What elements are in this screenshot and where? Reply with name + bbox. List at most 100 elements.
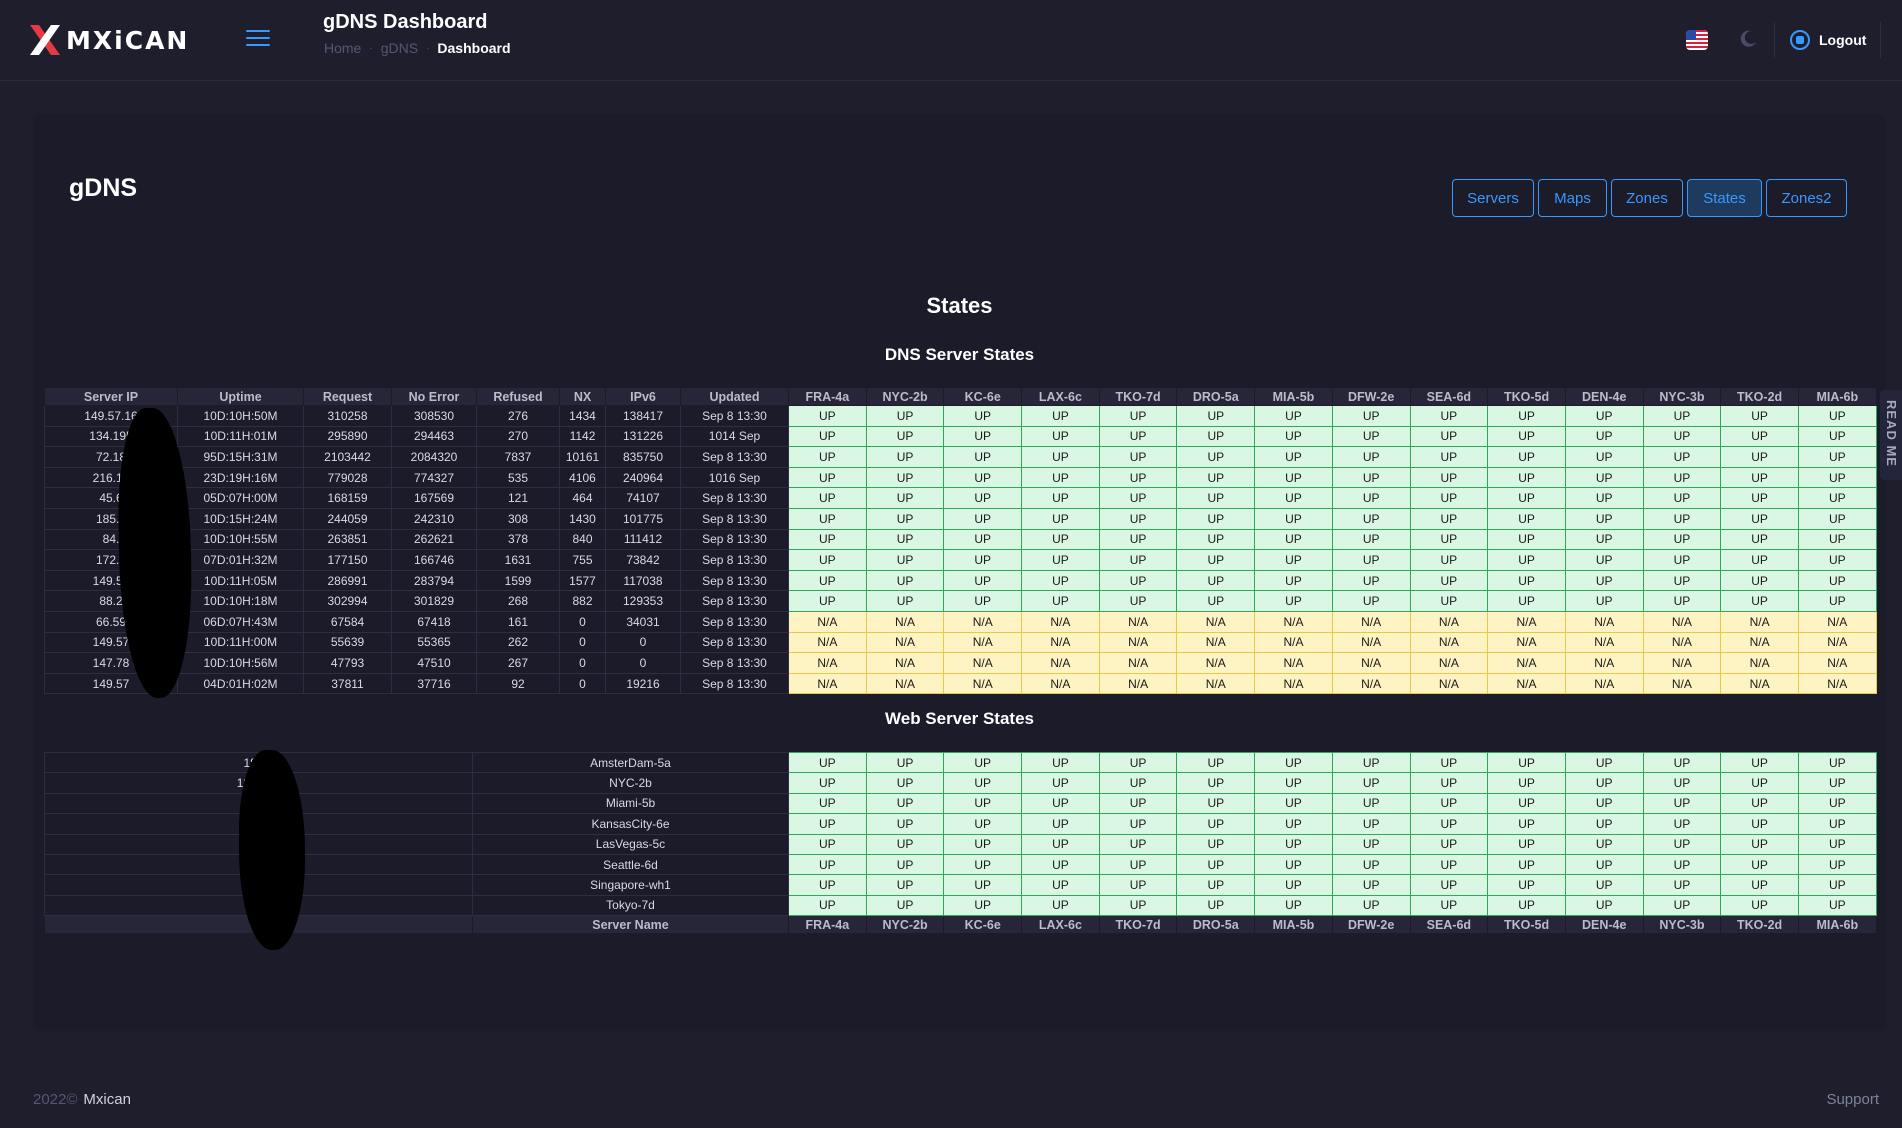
dark-mode-moon-icon[interactable]: [1737, 28, 1759, 50]
state-cell: UP: [943, 405, 1023, 427]
state-cell: UP: [1642, 569, 1722, 592]
readme-tab[interactable]: READ ME: [1880, 390, 1902, 480]
cell-refused: 276: [476, 405, 560, 427]
cell-refused: 535: [476, 466, 560, 489]
cell-noerror: 301829: [391, 590, 477, 612]
state-cell: UP: [865, 853, 945, 876]
state-cell: UP: [1176, 507, 1256, 530]
state-cell: UP: [1098, 507, 1178, 530]
state-cell: N/A: [1176, 610, 1256, 633]
table-row: 134.195NYC-2bUPUPUPUPUPUPUPUPUPUPUPUPUPU…: [44, 772, 1877, 794]
state-cell: UP: [1254, 590, 1333, 612]
brand-logo[interactable]: MXiCAN: [28, 23, 189, 57]
state-cell: UP: [1331, 487, 1411, 509]
location-column-header: NYC-2b: [865, 387, 945, 406]
cell-server-name: Tokyo-7d: [472, 894, 789, 917]
cell-request: 67584: [303, 610, 392, 633]
cell-request: 263851: [303, 528, 392, 551]
state-cell: UP: [1254, 751, 1333, 774]
state-cell: UP: [1409, 813, 1489, 835]
tab-states[interactable]: States: [1687, 179, 1762, 217]
state-cell: UP: [865, 507, 945, 530]
state-cell: UP: [788, 569, 867, 592]
footer-brand-link[interactable]: Mxican: [83, 1091, 131, 1108]
state-cell: UP: [1487, 792, 1566, 815]
state-cell: UP: [1487, 487, 1566, 509]
table-row: 66.59 06D:07H:43M 67584 67418 161 0 34031 Sep 8…: [44, 610, 1877, 633]
location-column-footer: MIA-5b: [1254, 915, 1333, 935]
state-cell: N/A: [1642, 672, 1722, 695]
cell-server-name: NYC-2b: [472, 772, 789, 794]
state-cell: UP: [1720, 425, 1799, 448]
state-cell: UP: [1331, 772, 1411, 794]
cell-uptime: 04D:01H:02M: [177, 672, 304, 695]
tab-servers[interactable]: Servers: [1452, 179, 1534, 217]
state-cell: UP: [943, 569, 1023, 592]
cell-noerror: 294463: [391, 425, 477, 448]
tab-zones2[interactable]: Zones2: [1766, 179, 1847, 217]
cell-ipv6: 131226: [605, 425, 681, 448]
state-cell: UP: [1254, 792, 1333, 815]
column-header: Updated: [680, 387, 789, 406]
logo-text: MXiCAN: [66, 25, 190, 55]
state-cell: UP: [1021, 528, 1100, 551]
cell-nx: 1142: [559, 425, 606, 448]
location-column-footer: DEN-4e: [1564, 915, 1644, 935]
gdns-card: gDNS Servers Maps Zones States Zones2 St…: [33, 114, 1886, 1031]
state-cell: UP: [1098, 549, 1178, 571]
us-flag-icon[interactable]: [1686, 30, 1708, 50]
state-cell: UP: [943, 833, 1023, 855]
cell-noerror: 67418: [391, 610, 477, 633]
state-cell: UP: [1021, 833, 1100, 855]
logo-x-icon: [30, 25, 60, 55]
state-cell: UP: [1720, 590, 1799, 612]
state-cell: UP: [865, 813, 945, 835]
table-row: 216.12 23D:19H:16M 779028 774327 535 4106 2409…: [44, 466, 1877, 489]
cell-ipv6: 138417: [605, 405, 681, 427]
state-cell: UP: [1176, 425, 1256, 448]
tab-maps[interactable]: Maps: [1538, 179, 1607, 217]
state-cell: UP: [865, 446, 945, 468]
state-cell: UP: [865, 792, 945, 815]
state-cell: UP: [1176, 751, 1256, 774]
location-column-header: DRO-5a: [1176, 387, 1256, 406]
state-cell: UP: [1642, 487, 1722, 509]
tab-zones[interactable]: Zones: [1611, 179, 1683, 217]
state-cell: UP: [1331, 528, 1411, 551]
menu-toggle-icon[interactable]: [246, 28, 270, 48]
logout-button[interactable]: Logout: [1789, 28, 1866, 52]
cell-request: 286991: [303, 569, 392, 592]
cell-ipv6: 111412: [605, 528, 681, 551]
state-cell: N/A: [1720, 610, 1799, 633]
cell-nx: 840: [559, 528, 606, 551]
state-cell: UP: [1642, 874, 1722, 896]
footer-support-link[interactable]: Support: [1826, 1091, 1879, 1108]
state-cell: UP: [1642, 894, 1722, 917]
table-row: 149.57 04D:01H:02M 37811 37716 92 0 19216 Sep 8…: [44, 672, 1877, 695]
state-cell: UP: [1564, 833, 1644, 855]
state-cell: UP: [1487, 590, 1566, 612]
table-row: 72.18KansasCity-6eUPUPUPUPUPUPUPUPUPUPUP…: [44, 813, 1877, 835]
table-row: 149.57Seattle-6dUPUPUPUPUPUPUPUPUPUPUPUP…: [44, 853, 1877, 876]
state-cell: UP: [1564, 772, 1644, 794]
dns-states-table: Server IP Uptime Request No Error Refused NX I…: [44, 387, 1877, 695]
state-cell: UP: [1720, 466, 1799, 489]
cell-ipv6: 240964: [605, 466, 681, 489]
state-cell: N/A: [1797, 652, 1877, 674]
state-cell: UP: [1409, 853, 1489, 876]
state-cell: N/A: [1642, 631, 1722, 654]
breadcrumb-home[interactable]: Home: [324, 40, 362, 56]
state-cell: UP: [1098, 792, 1178, 815]
state-cell: UP: [1720, 549, 1799, 571]
state-cell: UP: [1254, 507, 1333, 530]
state-cell: UP: [1254, 853, 1333, 876]
breadcrumb-gdns[interactable]: gDNS: [380, 40, 419, 56]
state-cell: UP: [1176, 549, 1256, 571]
state-cell: UP: [1021, 405, 1100, 427]
state-cell: N/A: [1176, 631, 1256, 654]
column-header: Request: [303, 387, 392, 406]
state-cell: UP: [1098, 405, 1178, 427]
cell-request: 37811: [303, 672, 392, 695]
table-row: 149.57.16 10D:10H:50M 310258 308530 276 1434 1…: [44, 405, 1877, 427]
state-cell: UP: [1409, 446, 1489, 468]
